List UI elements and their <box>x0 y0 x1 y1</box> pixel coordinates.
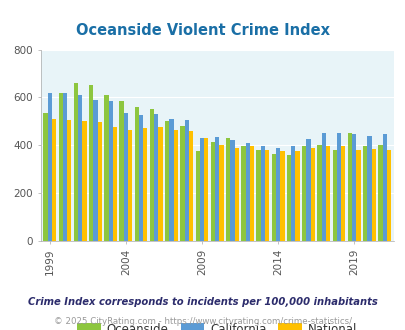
Bar <box>362 147 367 241</box>
Bar <box>113 127 117 241</box>
Text: Crime Index corresponds to incidents per 100,000 inhabitants: Crime Index corresponds to incidents per… <box>28 297 377 307</box>
Bar <box>180 126 184 241</box>
Bar <box>325 147 329 241</box>
Text: © 2025 CityRating.com - https://www.cityrating.com/crime-statistics/: © 2025 CityRating.com - https://www.city… <box>54 317 351 326</box>
Bar <box>271 153 275 241</box>
Bar <box>149 109 154 241</box>
Bar <box>104 95 108 241</box>
Bar <box>317 145 321 241</box>
Bar <box>184 120 188 241</box>
Bar <box>382 134 386 241</box>
Bar <box>52 119 56 241</box>
Bar <box>215 137 219 241</box>
Bar <box>279 151 284 241</box>
Bar <box>82 121 86 241</box>
Bar <box>128 130 132 241</box>
Bar <box>321 133 325 241</box>
Bar <box>173 130 177 241</box>
Bar <box>119 101 124 241</box>
Bar <box>226 138 230 241</box>
Bar <box>260 147 264 241</box>
Bar <box>234 148 238 241</box>
Bar <box>245 143 249 241</box>
Bar <box>256 150 260 241</box>
Bar <box>154 114 158 241</box>
Bar <box>58 92 63 241</box>
Bar <box>89 85 93 241</box>
Bar <box>139 115 143 241</box>
Bar <box>286 155 290 241</box>
Bar <box>43 114 47 241</box>
Bar <box>332 150 336 241</box>
Bar <box>63 92 67 241</box>
Bar <box>356 150 360 241</box>
Bar <box>241 147 245 241</box>
Legend: Oceanside, California, National: Oceanside, California, National <box>74 319 360 330</box>
Bar <box>108 101 113 241</box>
Bar <box>165 121 169 241</box>
Bar <box>134 107 139 241</box>
Bar <box>47 92 52 241</box>
Bar <box>199 138 204 241</box>
Bar <box>188 131 193 241</box>
Bar <box>204 138 208 241</box>
Bar <box>310 148 314 241</box>
Bar <box>195 151 199 241</box>
Text: Oceanside Violent Crime Index: Oceanside Violent Crime Index <box>76 23 329 38</box>
Bar <box>306 139 310 241</box>
Bar <box>158 127 162 241</box>
Bar <box>351 134 356 241</box>
Bar <box>301 147 306 241</box>
Bar <box>386 150 390 241</box>
Bar <box>124 113 128 241</box>
Bar <box>169 119 173 241</box>
Bar <box>210 142 215 241</box>
Bar <box>295 151 299 241</box>
Bar <box>249 147 254 241</box>
Bar <box>219 145 223 241</box>
Bar <box>275 148 279 241</box>
Bar <box>340 147 345 241</box>
Bar <box>67 120 71 241</box>
Bar <box>264 150 269 241</box>
Bar <box>377 145 382 241</box>
Bar <box>143 128 147 241</box>
Bar <box>78 95 82 241</box>
Bar <box>347 133 351 241</box>
Bar <box>336 133 340 241</box>
Bar <box>93 100 97 241</box>
Bar <box>74 83 78 241</box>
Bar <box>290 147 295 241</box>
Bar <box>371 149 375 241</box>
Bar <box>230 141 234 241</box>
Bar <box>97 122 102 241</box>
Bar <box>367 136 371 241</box>
